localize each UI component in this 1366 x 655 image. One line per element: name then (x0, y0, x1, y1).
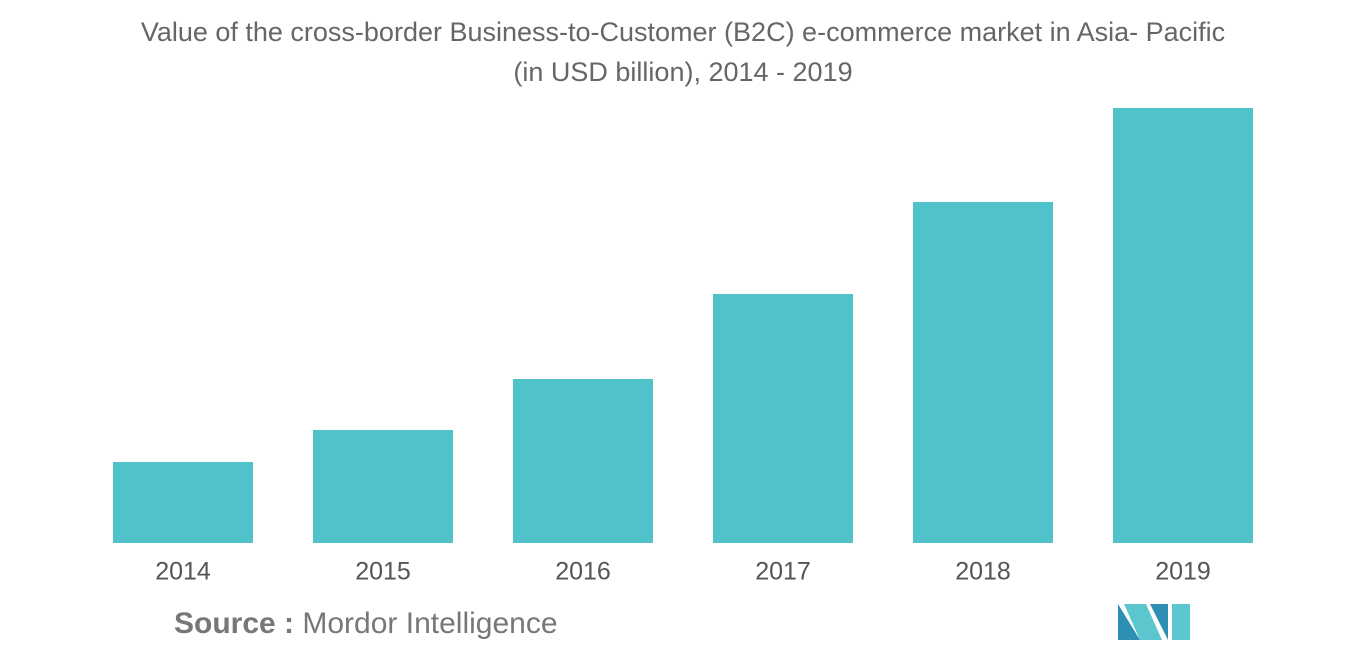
bar (513, 379, 653, 543)
bar (1113, 108, 1253, 543)
source-label: Source : (174, 607, 295, 640)
bar (913, 202, 1053, 543)
bar (713, 294, 853, 543)
bar (113, 462, 253, 543)
x-tick-label: 2017 (755, 558, 811, 586)
x-tick-label: 2018 (955, 558, 1011, 586)
x-tick-label: 2019 (1155, 558, 1211, 586)
x-tick-label: 2016 (555, 558, 611, 586)
x-tick-label: 2015 (355, 558, 411, 586)
x-tick-label: 2014 (155, 558, 211, 586)
source: Source : Mordor Intelligence (174, 607, 558, 641)
source-text: Mordor Intelligence (302, 607, 558, 640)
chart-title: Value of the cross-border Business-to-Cu… (140, 17, 1226, 87)
bar (313, 430, 453, 543)
logo (1118, 604, 1190, 640)
